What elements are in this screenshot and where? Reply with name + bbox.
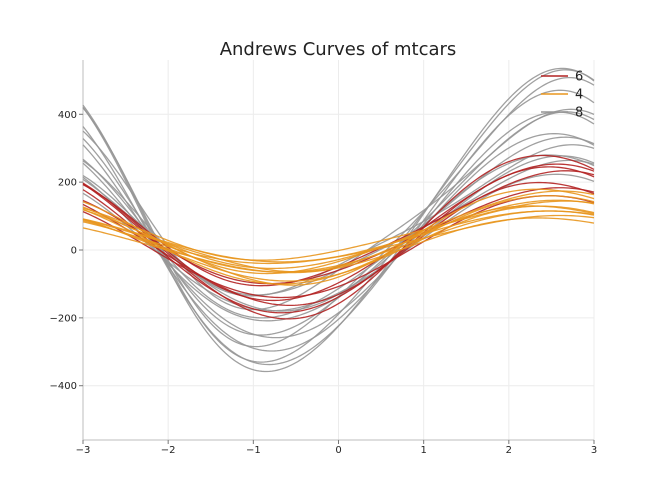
y-tick-label: −400	[50, 381, 77, 392]
series-line-group-8	[82, 173, 595, 312]
legend-label-6: 6	[575, 70, 583, 85]
legend-label-8: 8	[575, 106, 583, 121]
series-line-group-4	[82, 214, 595, 265]
series-line-group-6	[82, 195, 595, 299]
x-tick-label: −2	[161, 445, 176, 456]
series-line-group-4	[82, 205, 595, 282]
series-line-group-4	[82, 200, 595, 261]
series-line-group-8	[82, 111, 595, 352]
y-tick-label: 0	[71, 246, 77, 257]
x-tick-label: 3	[591, 445, 597, 456]
y-tick-label: 400	[58, 110, 77, 121]
curves-layer	[82, 67, 595, 373]
series-line-group-6	[82, 154, 595, 320]
grid-layer	[82, 60, 595, 440]
x-tick-label: −3	[76, 445, 91, 456]
series-line-group-6	[82, 181, 595, 307]
y-tick-label: 200	[58, 178, 77, 189]
series-line-group-4	[82, 190, 595, 275]
x-tick-label: 2	[506, 445, 512, 456]
x-tick-label: −1	[246, 445, 261, 456]
x-tick-label: 0	[335, 445, 341, 456]
chart-title: Andrews Curves of mtcars	[220, 39, 457, 60]
series-line-group-4	[82, 205, 595, 273]
legend-label-4: 4	[575, 88, 583, 103]
legend: 6 4 8	[541, 70, 583, 121]
y-tick-label: −200	[50, 313, 77, 324]
axes-layer: −3 −2 −1 0 1 2 3 −400 −200 0 200 400	[50, 60, 597, 456]
x-tick-label: 1	[420, 445, 426, 456]
